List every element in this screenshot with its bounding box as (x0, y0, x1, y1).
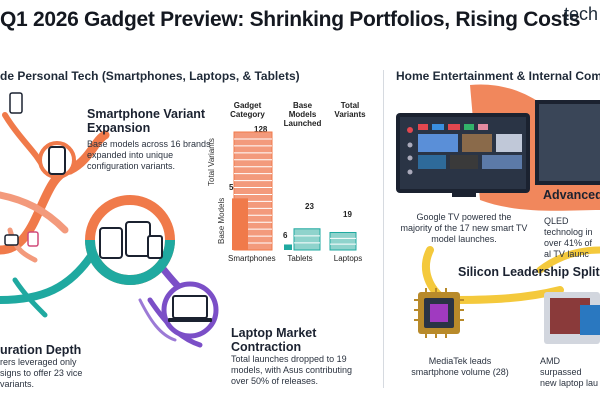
column-header-category: Gadget Category (230, 101, 265, 119)
qled-heading-text: Advanced D Democrati (543, 188, 600, 202)
x-label-tablets: Tablets (287, 254, 313, 263)
chip-icon (414, 288, 464, 338)
tv-icon (396, 113, 530, 197)
column-header-variants: Total Variants (334, 101, 366, 119)
bar-total-variants-tablets (293, 228, 321, 251)
google-tv-callout: Google TV powered the majority of the 17… (400, 212, 528, 244)
configuration-callout-heading: uration Depth (0, 343, 82, 357)
value-label-smartphones-variants: 128 (254, 125, 268, 134)
teal-branch (0, 246, 99, 304)
home-entertainment-illustration (396, 84, 600, 344)
x-label-laptops: Laptops (333, 254, 363, 263)
silicon-callout-heading: Silicon Leadership Split (458, 265, 600, 279)
second-chip-icon (544, 292, 600, 344)
smartphone-callout-body: Base models across 16 brands expanded in… (87, 139, 211, 171)
value-label-laptops-variants: 19 (343, 210, 352, 219)
gadget-bar-chart (232, 131, 357, 251)
bar-base-models-tablets (284, 244, 292, 250)
brand-logo: tech (563, 4, 598, 24)
x-label-smartphones: Smartphones (228, 254, 276, 263)
value-label-tablets-variants: 23 (305, 202, 314, 211)
mediatek-callout: MediaTek leads smartphone volume (28) (411, 356, 509, 377)
bar-base-models-smartphones (232, 198, 248, 250)
amd-callout: AMD surpassed new laptop lau (540, 356, 599, 388)
section-divider (383, 70, 384, 388)
column-header-base: Base Models Launched (283, 101, 322, 128)
smartphone-icon (38, 141, 76, 179)
device-network-illustration (0, 92, 219, 348)
small-phone-icon (9, 92, 23, 114)
qled-callout-body: QLED technolog in over 41% of al TV laun… (544, 216, 593, 259)
laptop-icon (161, 281, 219, 339)
laptop-callout-body: Total launches dropped to 19 models, wit… (231, 354, 353, 386)
configuration-callout-body: rers leveraged only signs to offer 23 vi… (0, 357, 83, 389)
bar-total-variants-laptops (329, 231, 357, 251)
page-title: Q1 2026 Gadget Preview: Shrinking Portfo… (0, 8, 581, 31)
value-label-smartphones-base: 56 (229, 183, 238, 192)
smartphone-callout-heading: Smartphone Variant Expansion (87, 107, 206, 135)
right-section-heading: Home Entertainment & Internal Compo (396, 69, 600, 83)
laptop-callout-heading: Laptop Market Contraction (231, 326, 317, 354)
tablet-icon (99, 227, 123, 259)
axis-label-total-variants: Total Variants (207, 138, 216, 186)
value-label-tablets-base: 6 (283, 231, 288, 240)
qled-callout-heading: Advanced D Democrati (543, 188, 600, 202)
left-section-heading: de Personal Tech (Smartphones, Laptops, … (0, 69, 300, 83)
